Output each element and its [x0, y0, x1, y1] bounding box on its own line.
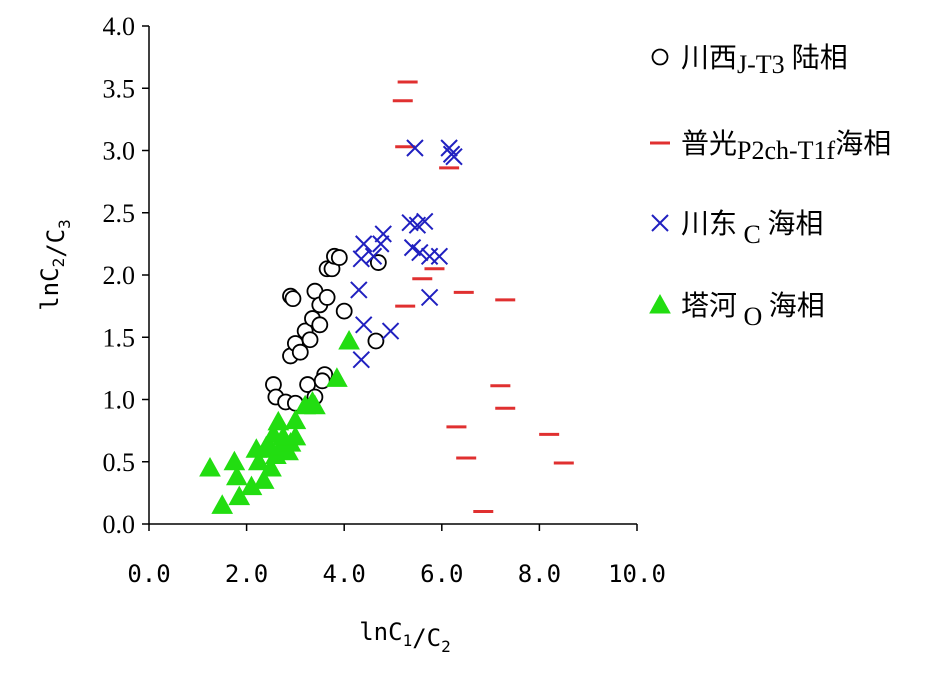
legend-label: 普光P2ch-T1f海相	[681, 128, 891, 165]
y-axis-title: lnC2/C3	[36, 219, 74, 311]
y-tick-label: 0.5	[103, 448, 136, 477]
data-point	[311, 316, 329, 334]
data-point	[326, 367, 348, 387]
data-point	[223, 450, 246, 471]
x-axis-title: lnC1/C2	[359, 618, 451, 656]
data-point	[267, 410, 290, 431]
y-tick-label: 0.0	[103, 510, 136, 539]
data-point	[199, 456, 221, 477]
y-tick-label: 1.5	[103, 323, 136, 352]
plot-points	[199, 80, 574, 514]
y-tick-label: 2.5	[103, 199, 136, 228]
data-point	[318, 289, 336, 306]
data-point	[252, 469, 275, 489]
y-tick-label: 3.0	[103, 137, 136, 166]
x-tick-label: 4.0	[323, 560, 366, 588]
y-tick-label: 3.5	[103, 74, 136, 103]
legend-label: 川西J-T3 陆相	[681, 42, 848, 79]
legend-item: 川东 C 海相	[651, 208, 823, 249]
data-point	[352, 250, 370, 268]
data-point	[330, 249, 348, 266]
data-point	[352, 350, 370, 369]
data-point	[364, 247, 383, 266]
data-point	[338, 329, 360, 350]
x-tick-label: 6.0	[420, 560, 463, 588]
data-point	[416, 212, 434, 231]
data-point	[403, 238, 422, 257]
legend-marker	[651, 214, 669, 232]
x-tick-label: 2.0	[225, 560, 268, 588]
legend-item: 普光P2ch-T1f海相	[650, 128, 891, 165]
data-point	[284, 409, 307, 430]
legend-item: 川西J-T3 陆相	[651, 42, 848, 79]
data-point	[406, 139, 424, 157]
series-dash	[392, 80, 574, 514]
data-point	[228, 485, 251, 506]
data-point	[335, 302, 353, 320]
data-point	[367, 332, 385, 350]
data-point	[284, 425, 307, 446]
data-point	[247, 450, 270, 471]
data-point	[350, 281, 368, 299]
x-tick-label: 8.0	[518, 560, 561, 588]
y-tick-label: 4.0	[103, 12, 136, 41]
data-point	[445, 148, 463, 166]
data-point	[260, 456, 282, 477]
legend-label: 川东 C 海相	[681, 208, 823, 249]
legend-item: 塔河 O 海相	[649, 290, 825, 331]
y-tick-label: 2.0	[103, 261, 136, 290]
data-point	[355, 235, 373, 253]
legend-marker	[651, 48, 669, 66]
x-tick-label: 0.0	[127, 560, 170, 588]
data-point	[430, 247, 449, 266]
series-triangle	[199, 329, 360, 514]
data-point	[291, 343, 309, 361]
legend-label: 塔河 O 海相	[681, 290, 825, 331]
axes: 0.0 0.5 1.0 1.5 2.0 2.5 3.0 3.5 4.0 0.0 2.0 4.0 6.0 8…	[36, 12, 666, 656]
data-point	[304, 394, 326, 415]
series-x	[350, 139, 463, 369]
legend-marker	[649, 293, 671, 314]
data-point	[301, 331, 319, 349]
data-point	[374, 225, 392, 243]
data-point	[411, 243, 429, 262]
y-tick-label: 1.0	[103, 386, 136, 415]
x-tick-label: 10.0	[608, 560, 666, 588]
data-point	[381, 322, 400, 340]
series-circle	[265, 247, 387, 412]
data-point	[225, 465, 248, 486]
data-point	[420, 288, 439, 307]
data-point	[440, 139, 458, 157]
data-point	[284, 290, 302, 308]
data-point	[372, 235, 390, 253]
data-point	[211, 494, 234, 514]
data-point	[355, 316, 373, 334]
